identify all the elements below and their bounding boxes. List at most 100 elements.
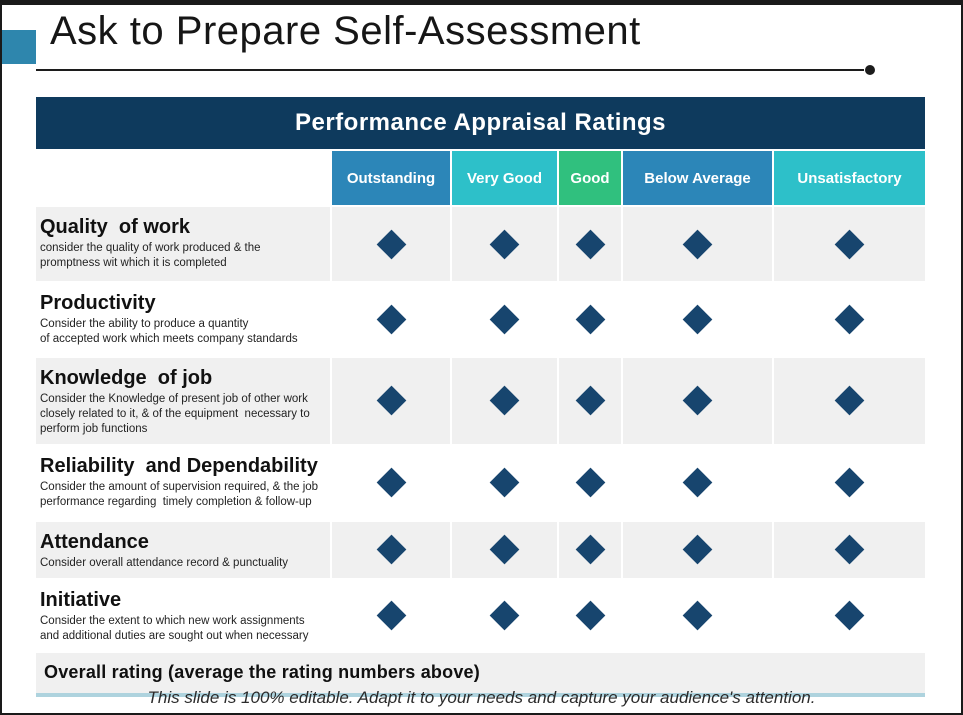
- rating-cell: [774, 283, 925, 356]
- column-header: Below Average: [623, 151, 772, 205]
- rating-cell: [623, 283, 772, 356]
- rating-cell: [452, 579, 557, 651]
- diamond-icon: [376, 467, 406, 498]
- table-row: Attendance Consider overall attendance r…: [36, 521, 925, 578]
- rating-cell: [452, 445, 557, 520]
- overall-rating-row: Overall rating (average the rating numbe…: [36, 652, 925, 693]
- rating-cell: [332, 283, 450, 356]
- diamond-icon: [682, 304, 713, 335]
- diamond-icon: [682, 229, 713, 259]
- column-header: Very Good: [452, 151, 557, 205]
- rating-cell: [332, 521, 450, 578]
- diamond-icon: [682, 386, 713, 416]
- rating-cell: [774, 445, 925, 520]
- column-header: Unsatisfactory: [774, 151, 925, 205]
- row-description: Consider the Knowledge of present job of…: [40, 393, 313, 435]
- row-description: consider the quality of work produced & …: [40, 242, 264, 269]
- row-label-cell: Productivity Consider the ability to pro…: [36, 283, 330, 356]
- rating-cell: [559, 283, 621, 356]
- rating-cell: [332, 445, 450, 520]
- rating-cell: [774, 207, 925, 281]
- row-title: Quality of work: [40, 216, 191, 238]
- diamond-icon: [376, 229, 406, 259]
- diamond-icon: [682, 600, 713, 631]
- diamond-icon: [575, 304, 605, 335]
- diamond-icon: [376, 386, 406, 416]
- diamond-icon: [834, 229, 865, 259]
- table-row: Knowledge of job Consider the Knowledge …: [36, 358, 925, 444]
- diamond-icon: [575, 600, 605, 631]
- footer-note: This slide is 100% editable. Adapt it to…: [147, 688, 816, 707]
- diamond-icon: [834, 600, 865, 631]
- diamond-icon: [834, 386, 865, 416]
- rating-cell: [452, 521, 557, 578]
- rating-cell: [774, 358, 925, 444]
- rating-cell: [559, 207, 621, 281]
- diamond-icon: [575, 467, 605, 498]
- diamond-icon: [834, 467, 865, 498]
- diamond-icon: [489, 467, 520, 498]
- row-title: Knowledge of job: [40, 367, 213, 389]
- table-body: Quality of work consider the quality of …: [36, 207, 925, 651]
- column-header-label: Unsatisfactory: [797, 169, 902, 187]
- rating-cell: [623, 521, 772, 578]
- table-title: Performance Appraisal Ratings: [36, 97, 925, 149]
- rating-cell: [332, 579, 450, 651]
- table-row: Reliability and Dependability Consider t…: [36, 445, 925, 520]
- rating-cell: [559, 358, 621, 444]
- rating-cell: [332, 358, 450, 444]
- page-title: Ask to Prepare Self-Assessment: [50, 9, 641, 53]
- rating-cell: [559, 521, 621, 578]
- column-header-row: Outstanding Very Good Good Below Average…: [36, 151, 925, 205]
- table-row: Quality of work consider the quality of …: [36, 207, 925, 281]
- row-description: Consider the amount of supervision requi…: [40, 480, 322, 508]
- title-accent-square: [2, 30, 36, 64]
- rating-cell: [332, 207, 450, 281]
- column-header: Good: [559, 151, 621, 205]
- row-description: Consider the ability to produce a quanti…: [40, 318, 298, 345]
- diamond-icon: [376, 600, 406, 631]
- diamond-icon: [682, 534, 713, 565]
- row-title: Productivity: [40, 292, 156, 314]
- diamond-icon: [489, 386, 520, 416]
- rating-cell: [623, 207, 772, 281]
- row-label-cell: Initiative Consider the extent to which …: [36, 579, 330, 651]
- row-description: Consider overall attendance record & pun…: [40, 556, 289, 569]
- diamond-icon: [834, 534, 865, 565]
- column-header-spacer: [36, 151, 330, 205]
- rating-cell: [623, 579, 772, 651]
- title-underline: [36, 65, 875, 75]
- row-title: Reliability and Dependability: [40, 454, 318, 477]
- column-header-label: Good: [570, 169, 610, 187]
- diamond-icon: [489, 600, 520, 631]
- rating-cell: [774, 521, 925, 578]
- table-row: Productivity Consider the ability to pro…: [36, 283, 925, 356]
- diamond-icon: [376, 534, 406, 565]
- row-title: Attendance: [40, 530, 149, 553]
- diamond-icon: [834, 304, 865, 335]
- column-header: Outstanding: [332, 151, 450, 205]
- diamond-icon: [575, 386, 605, 416]
- row-description: Consider the extent to which new work as…: [40, 614, 309, 642]
- row-label-cell: Quality of work consider the quality of …: [36, 207, 330, 281]
- diamond-icon: [575, 229, 605, 259]
- rating-cell: [452, 358, 557, 444]
- column-header-label: Outstanding: [346, 169, 436, 187]
- diamond-icon: [575, 534, 605, 565]
- rating-cell: [623, 358, 772, 444]
- row-label-cell: Attendance Consider overall attendance r…: [36, 521, 330, 578]
- rating-cell: [559, 445, 621, 520]
- row-label-cell: Reliability and Dependability Consider t…: [36, 445, 330, 520]
- column-header-label: Very Good: [466, 169, 543, 187]
- diamond-icon: [489, 534, 520, 565]
- rating-cell: [559, 579, 621, 651]
- rating-cell: [623, 445, 772, 520]
- rating-cell: [774, 579, 925, 651]
- row-title: Initiative: [40, 588, 122, 611]
- column-header-label: Below Average: [644, 169, 751, 187]
- title-underline-dot: [865, 65, 875, 75]
- row-label-cell: Knowledge of job Consider the Knowledge …: [36, 358, 330, 444]
- diamond-icon: [682, 467, 713, 498]
- table-row: Initiative Consider the extent to which …: [36, 579, 925, 651]
